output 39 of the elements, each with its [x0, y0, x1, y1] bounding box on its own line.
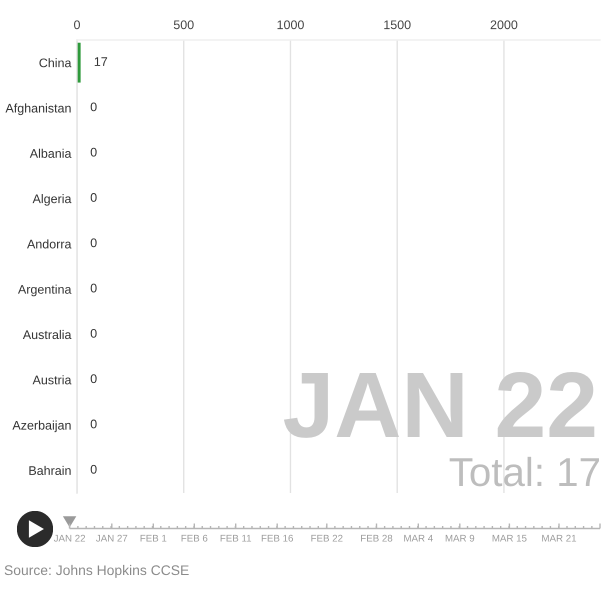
text: JAN 27 [96, 534, 128, 542]
y-tick-label: Azerbaijan [12, 420, 71, 432]
y-tick-label: Afghanistan [5, 103, 71, 116]
data-label: 0 [90, 148, 97, 157]
y-tick-label: Austria [32, 375, 72, 384]
text: MAR 21 [542, 534, 576, 542]
data-label: 0 [90, 284, 97, 293]
y-tick-label: Andorra [27, 239, 72, 248]
text: FEB 22 [311, 534, 343, 542]
x-tick-label: 1500 [384, 20, 411, 30]
data-label: 0 [90, 238, 97, 248]
data-label: 17 [94, 57, 108, 66]
data-label: 0 [90, 420, 97, 428]
data-label: 0 [90, 193, 97, 202]
text: FEB 6 [182, 534, 208, 542]
text: FEB 11 [220, 534, 252, 542]
data-label: 0 [90, 102, 97, 112]
text: MAR 4 [404, 534, 433, 542]
data-label: 0 [90, 328, 97, 338]
x-tick-label: 500 [174, 20, 194, 30]
y-tick-label: Australia [22, 330, 72, 340]
text: MAR 15 [492, 534, 527, 542]
text: FEB 1 [140, 534, 166, 542]
text: FEB 16 [262, 534, 293, 542]
text: FEB 28 [361, 534, 392, 542]
text: MAR 9 [446, 534, 474, 542]
source-note: Source: Johns Hopkins CCSE [4, 564, 189, 578]
y-tick-label: Argentina [18, 284, 72, 296]
data-label: 0 [90, 374, 97, 384]
x-tick-label: 0 [74, 20, 80, 30]
y-tick-label: China [39, 58, 72, 68]
y-tick-label: Bahrain [29, 466, 71, 475]
text: JAN 22 [54, 534, 86, 542]
x-tick-label: 1000 [278, 20, 304, 30]
data-label: 0 [90, 464, 97, 474]
x-tick-label: 2000 [490, 20, 518, 30]
annotation: Total: 17 [450, 456, 599, 486]
y-tick-label: Algeria [32, 194, 72, 206]
y-tick-label: Albania [30, 148, 72, 158]
